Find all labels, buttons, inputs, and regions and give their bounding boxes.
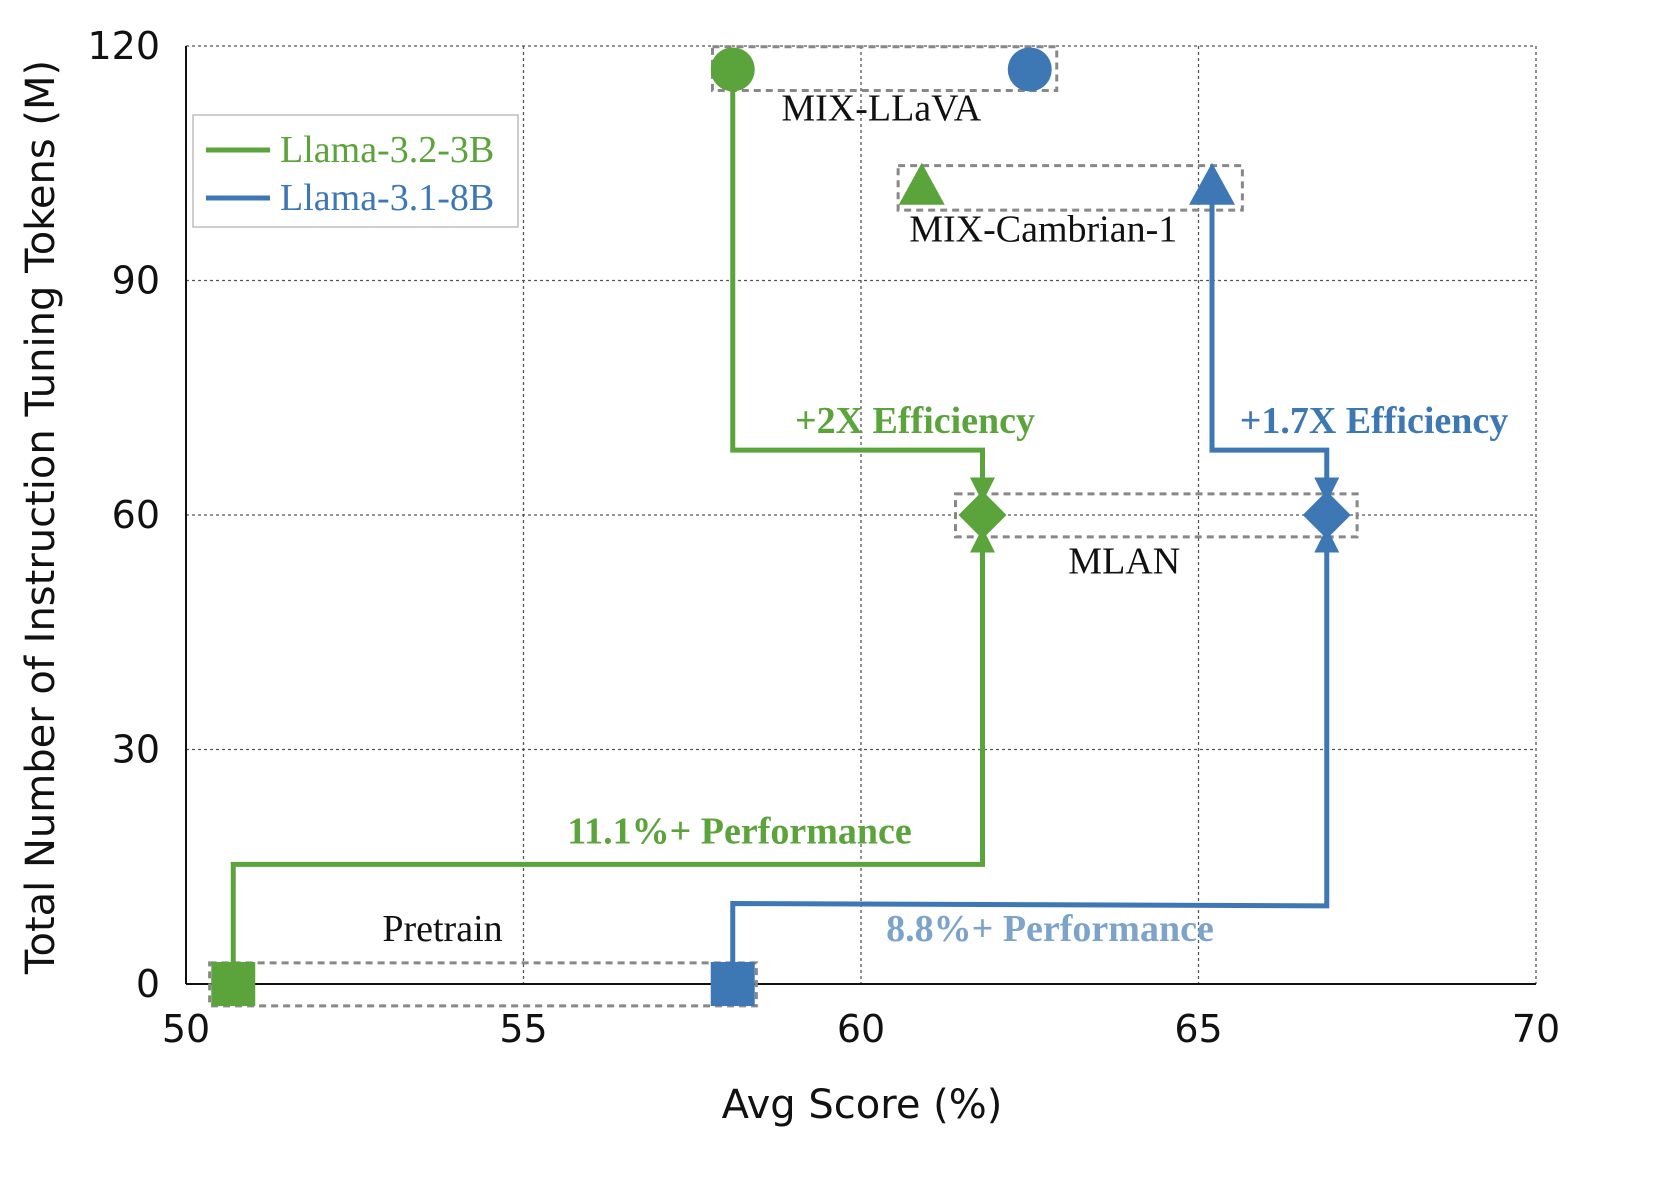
path-green-performance [230,527,995,984]
legend-label-llama-3-1-8b: Llama-3.1-8B [280,177,494,219]
x-axis-title: Avg Score (%) [722,1082,1003,1128]
path-blue-performance [730,527,1340,984]
y-tick-label: 30 [112,728,160,772]
x-tick-label: 55 [499,1007,547,1051]
group-boxes [208,45,1359,1008]
box-mix-cambrian-1 [896,164,1244,212]
group-label-mlan: MLAN [1068,541,1180,583]
y-axis-title: Total Number of Instruction Tuning Token… [18,60,64,975]
point-llama-3-1-8b-mix-cambrian-1 [1189,162,1235,205]
box-mlan [954,492,1359,539]
x-tick-label: 50 [162,1007,210,1051]
group-labels: MIX-LLaVA MIX-Cambrian-1 MLAN Pretrain [382,87,1180,950]
point-llama-3-2-3b-mix-llava [710,47,755,92]
point-llama-3-2-3b-mlan [958,491,1007,539]
x-tick-label: 65 [1174,1007,1222,1051]
point-llama-3-1-8b-mlan [1302,491,1351,539]
y-tick-label: 0 [136,962,160,1006]
point-llama-3-1-8b-mix-llava [1007,47,1052,92]
x-tick-label: 60 [837,1007,885,1051]
data-points [211,47,1351,1006]
x-tick-labels: 50 55 60 65 70 [162,1007,1560,1051]
annotation-blue-performance: 8.8%+ Performance [886,908,1214,950]
box-pretrain [208,961,758,1008]
annotations: +2X Efficiency 11.1%+ Performance +1.7X … [567,400,1508,950]
box-mix-llava [711,45,1059,93]
path-green-efficiency [730,69,995,503]
group-label-mix-llava: MIX-LLaVA [781,87,981,129]
group-label-pretrain: Pretrain [382,908,502,950]
y-tick-label: 120 [87,24,160,68]
legend-frame [192,114,519,228]
y-tick-label: 90 [112,259,160,303]
point-llama-3-2-3b-pretrain [211,962,256,1006]
annotation-blue-efficiency: +1.7X Efficiency [1240,400,1509,442]
y-tick-label: 60 [112,493,160,537]
annotation-green-performance: 11.1%+ Performance [567,810,912,852]
point-llama-3-2-3b-mix-cambrian-1 [898,162,945,205]
legend-label-llama-3-2-3b: Llama-3.2-3B [280,129,494,171]
legend: Llama-3.2-3B Llama-3.1-8B [192,114,519,228]
group-label-mix-cambrian: MIX-Cambrian-1 [909,208,1177,250]
point-llama-3-1-8b-pretrain [710,962,755,1006]
x-tick-label: 70 [1512,1007,1560,1051]
path-blue-efficiency [1209,202,1340,503]
improvement-paths [230,69,1340,984]
y-tick-labels: 0 30 60 90 120 [87,24,160,1006]
annotation-green-efficiency: +2X Efficiency [795,400,1035,442]
